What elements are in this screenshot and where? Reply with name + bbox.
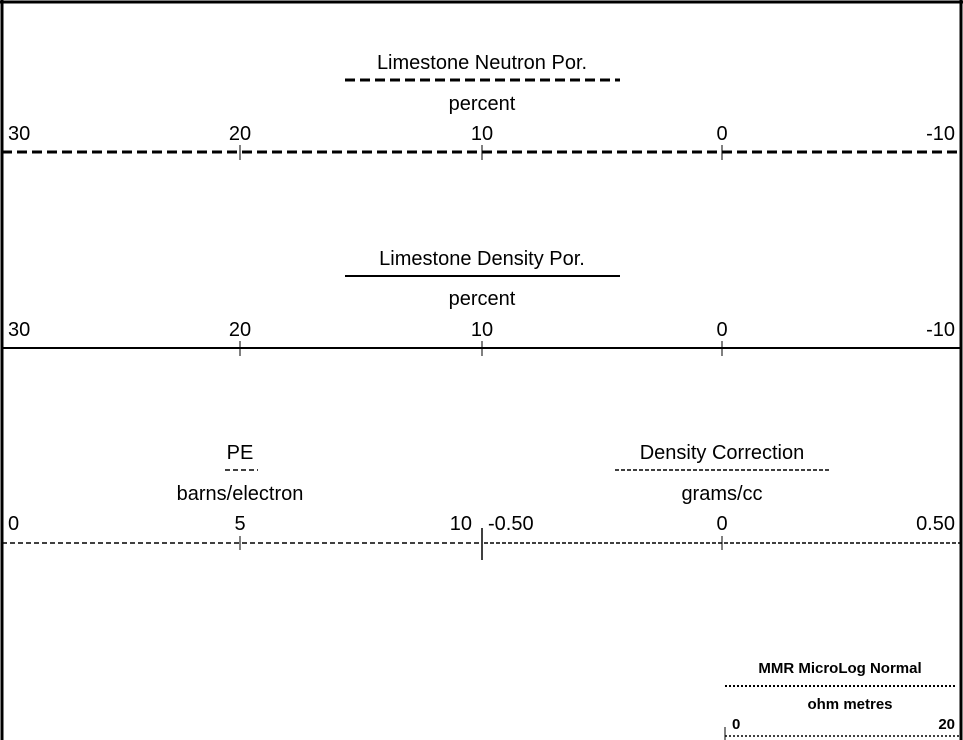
scale-label: 0 [716,513,727,535]
scale-label: 0 [732,716,740,733]
scale-label: 30 [8,123,30,145]
track-title: Limestone Density Por. [379,248,585,270]
track-unit: percent [449,93,516,115]
scale-label: 5 [234,513,245,535]
scale-label: 10 [471,319,493,341]
scale-label: 0 [716,319,727,341]
track-title: Limestone Neutron Por. [377,52,587,74]
scale-label: 0.50 [916,513,955,535]
scale-label: 10 [471,123,493,145]
scale-label: -10 [926,123,955,145]
track-unit: barns/electron [177,483,304,505]
scale-label: 20 [229,319,251,341]
track-title: Density Correction [640,442,805,464]
scale-label: 20 [229,123,251,145]
scale-label: 0 [8,513,19,535]
scale-label: 20 [938,716,955,733]
scale-label: -0.50 [488,513,534,535]
scale-label: 30 [8,319,30,341]
scale-label: 10 [450,513,472,535]
scale-label: 0 [716,123,727,145]
track-title: MMR MicroLog Normal [758,660,921,677]
track-unit: ohm metres [807,696,892,713]
track-unit: percent [449,288,516,310]
track-unit: grams/cc [681,483,762,505]
track-title: PE [227,442,254,464]
scale-label: -10 [926,319,955,341]
